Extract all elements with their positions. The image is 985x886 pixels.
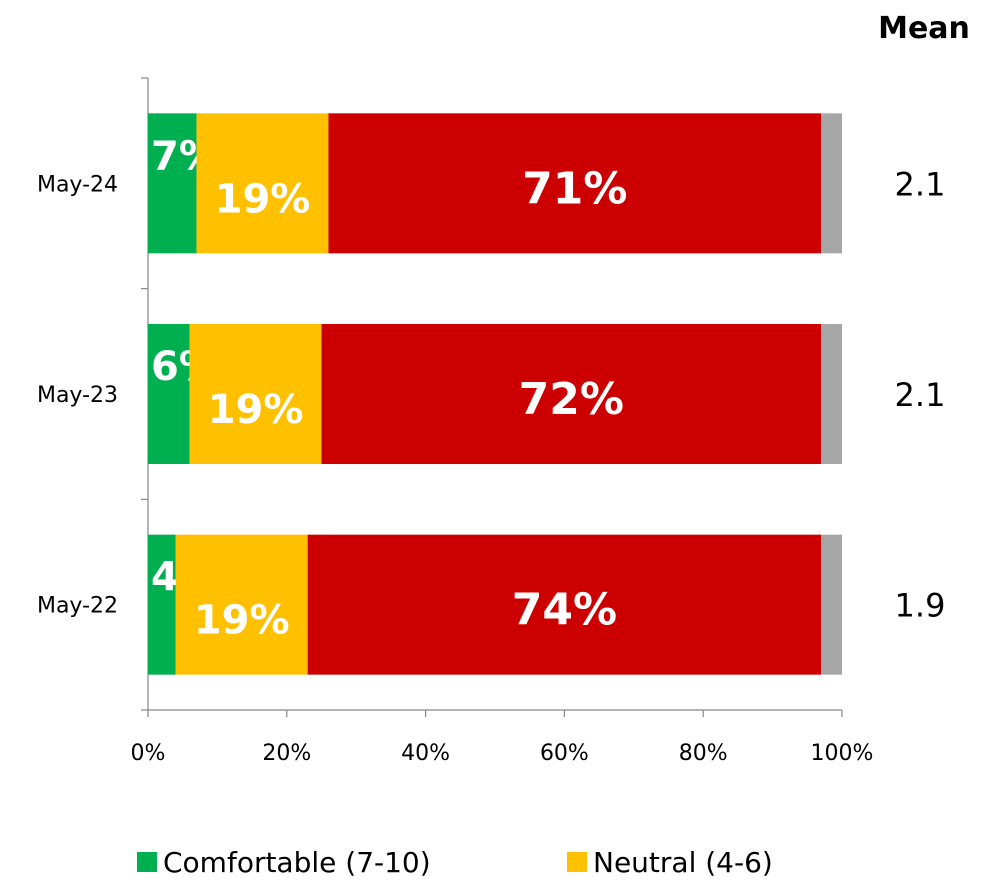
- category-label: May-24: [37, 172, 118, 197]
- legend-label: Comfortable (7-10): [163, 846, 431, 879]
- data-label: 19%: [208, 387, 304, 433]
- mean-title: Mean: [878, 11, 970, 46]
- legend-swatch: [137, 852, 157, 872]
- data-label: 19%: [194, 598, 290, 644]
- x-tick-label: 60%: [540, 741, 589, 766]
- x-tick-label: 0%: [131, 741, 166, 766]
- bar-segment: [821, 535, 842, 675]
- x-tick-label: 20%: [262, 741, 311, 766]
- data-label: 71%: [522, 163, 627, 214]
- legend-label: Neutral (4-6): [593, 846, 773, 879]
- mean-column: Mean 2.1 2.1 1.9: [878, 11, 970, 625]
- mean-value: 2.1: [895, 165, 946, 203]
- data-label: 19%: [215, 176, 311, 222]
- x-tick-label: 100%: [811, 741, 874, 766]
- legend: Comfortable (7-10) Neutral (4-6): [137, 846, 773, 879]
- x-tick-labels: 0% 20% 40% 60% 80% 100%: [131, 741, 874, 766]
- category-label: May-22: [37, 594, 118, 619]
- mean-value: 1.9: [895, 587, 946, 625]
- bar-segment: [821, 113, 842, 253]
- bars: 7%19%71%6%19%72%4%19%74%: [148, 113, 842, 674]
- x-tick-label: 80%: [679, 741, 728, 766]
- category-label: May-23: [37, 383, 118, 408]
- data-label: 72%: [519, 374, 624, 425]
- bar-segment: [821, 324, 842, 464]
- mean-value: 2.1: [895, 376, 946, 414]
- data-label: 74%: [512, 585, 617, 636]
- category-labels: May-24 May-23 May-22: [37, 172, 118, 618]
- x-tick-label: 40%: [401, 741, 450, 766]
- legend-swatch: [567, 852, 587, 872]
